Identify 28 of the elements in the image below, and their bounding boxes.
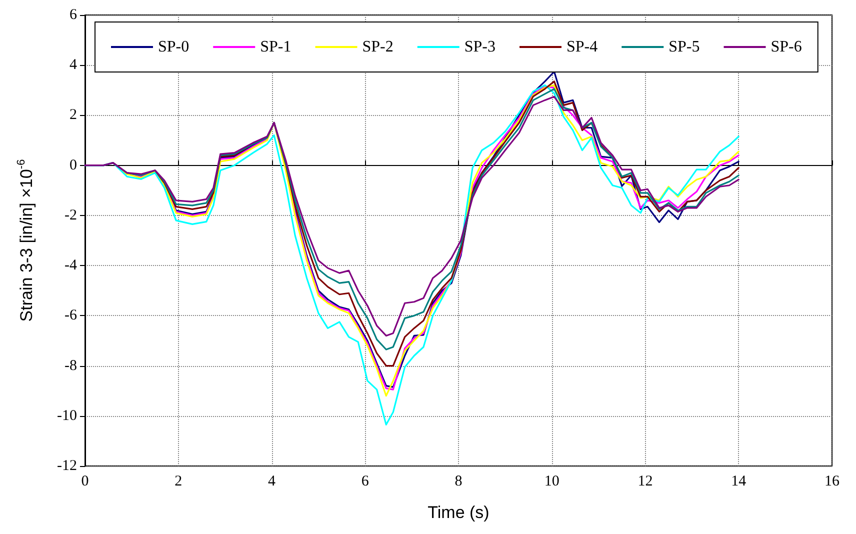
y-tick-label: 6 bbox=[70, 7, 78, 23]
y-tick-label: -2 bbox=[64, 207, 77, 224]
legend-label: SP-2 bbox=[362, 38, 394, 56]
x-tick-label: 4 bbox=[268, 474, 276, 490]
legend-label: SP-5 bbox=[668, 38, 700, 56]
y-tick-label: -8 bbox=[64, 358, 77, 374]
x-tick-label: 10 bbox=[544, 474, 560, 490]
legend-label: SP-1 bbox=[260, 38, 292, 56]
legend-label: SP-4 bbox=[566, 38, 598, 56]
x-tick-label: 12 bbox=[638, 474, 653, 490]
y-axis-title: Strain 3-3 [in/in] ×10-6 bbox=[16, 159, 36, 322]
y-tick-label: -6 bbox=[64, 308, 78, 324]
legend-label: SP-0 bbox=[158, 38, 190, 56]
y-tick-label: 2 bbox=[70, 107, 77, 124]
x-tick-label: 16 bbox=[824, 474, 840, 490]
legend-label: SP-6 bbox=[770, 38, 802, 56]
x-axis-title: Time (s) bbox=[428, 503, 490, 522]
x-tick-label: 0 bbox=[81, 474, 89, 490]
x-tick-label: 2 bbox=[174, 474, 182, 490]
y-tick-label: 0 bbox=[70, 157, 77, 174]
legend-label: SP-3 bbox=[464, 38, 496, 56]
y-tick-label: -12 bbox=[57, 458, 77, 474]
x-tick-label: 6 bbox=[361, 474, 370, 490]
y-tick-label: -10 bbox=[57, 408, 77, 424]
y-tick-label: 4 bbox=[70, 57, 78, 74]
x-tick-label: 8 bbox=[454, 474, 462, 490]
x-tick-label: 14 bbox=[731, 474, 747, 490]
y-tick-label: -4 bbox=[64, 258, 78, 274]
